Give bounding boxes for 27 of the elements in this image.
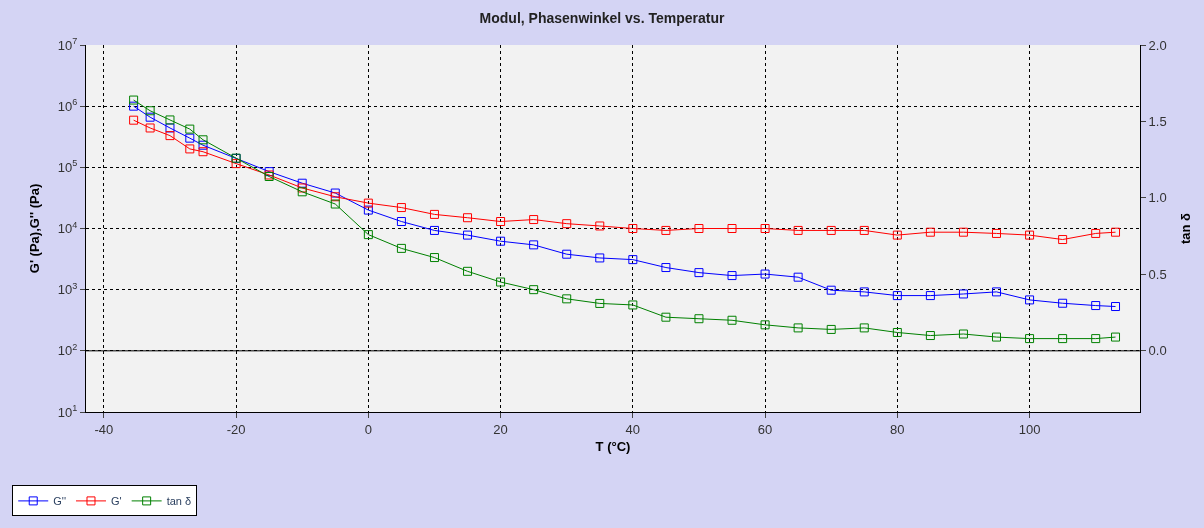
x-tick-label: 80 <box>890 421 905 437</box>
y-tick-label: 10$^{2}$ <box>57 341 78 359</box>
chart-title: Modul, Phasenwinkel vs. Temperatur <box>479 10 725 26</box>
x-tick-label: 0 <box>364 421 372 437</box>
x-tick-label: 60 <box>757 421 773 437</box>
legend-label: G' <box>110 495 122 508</box>
x-tick-label: -40 <box>94 421 114 437</box>
legend-label: tan δ <box>166 495 192 508</box>
x-tick-label: 100 <box>1018 421 1041 437</box>
x-tick-label: 20 <box>493 421 508 437</box>
y-tick-label: 10$^{6}$ <box>57 97 78 114</box>
y2-tick-label: 2.0 <box>1148 37 1167 53</box>
y-axis-title: G' (Pa),G'' (Pa) <box>26 183 42 274</box>
y-tick-label: 10$^{3}$ <box>57 280 78 298</box>
x-tick-label: -20 <box>226 421 246 437</box>
x-axis-title: T (°C) <box>595 439 631 455</box>
y2-tick-label: 0.0 <box>1148 343 1167 359</box>
y-tick-label: 10$^{7}$ <box>57 36 78 53</box>
y-tick-label: 10$^{4}$ <box>57 219 78 237</box>
y2-tick-label: 0.5 <box>1148 266 1167 282</box>
y2-axis-title: tan δ <box>1178 212 1194 244</box>
y2-tick-label: 1.0 <box>1148 190 1167 206</box>
x-tick-label: 40 <box>625 421 641 437</box>
y2-tick-label: 1.5 <box>1148 114 1167 130</box>
legend-label: G'' <box>53 495 66 508</box>
y-tick-label: 10$^{5}$ <box>57 158 78 175</box>
y-tick-label: 10$^{1}$ <box>57 403 78 420</box>
